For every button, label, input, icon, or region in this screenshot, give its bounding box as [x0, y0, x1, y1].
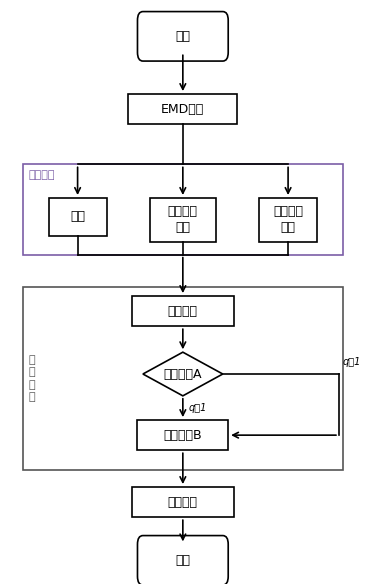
FancyBboxPatch shape [138, 12, 228, 61]
Text: q＞1: q＞1 [188, 403, 207, 413]
FancyBboxPatch shape [138, 536, 228, 585]
FancyBboxPatch shape [128, 94, 237, 124]
Text: 开始: 开始 [175, 30, 190, 43]
FancyBboxPatch shape [132, 487, 234, 517]
Polygon shape [143, 352, 223, 396]
Text: EMD分解: EMD分解 [161, 102, 204, 116]
FancyBboxPatch shape [132, 296, 234, 326]
Text: 幅值: 幅值 [70, 211, 85, 223]
Bar [23, 164, 342, 254]
Text: 结束: 结束 [175, 554, 190, 567]
Text: 决策规则A: 决策规则A [164, 367, 202, 380]
Text: 决策规则B: 决策规则B [164, 429, 202, 442]
FancyBboxPatch shape [259, 198, 317, 242]
Text: 固有模态
能量: 固有模态 能量 [273, 205, 303, 234]
Text: 粗
集
决
策: 粗 集 决 策 [29, 355, 35, 402]
Bar [23, 287, 342, 470]
Text: 粗集约简: 粗集约简 [168, 305, 198, 318]
FancyBboxPatch shape [138, 420, 228, 450]
Text: 故障信息: 故障信息 [29, 170, 55, 180]
FancyBboxPatch shape [48, 198, 107, 236]
Text: 综合相关
系数: 综合相关 系数 [168, 205, 198, 234]
FancyBboxPatch shape [150, 198, 215, 242]
Text: 选线结果: 选线结果 [168, 495, 198, 508]
Text: q＝1: q＝1 [342, 357, 361, 367]
